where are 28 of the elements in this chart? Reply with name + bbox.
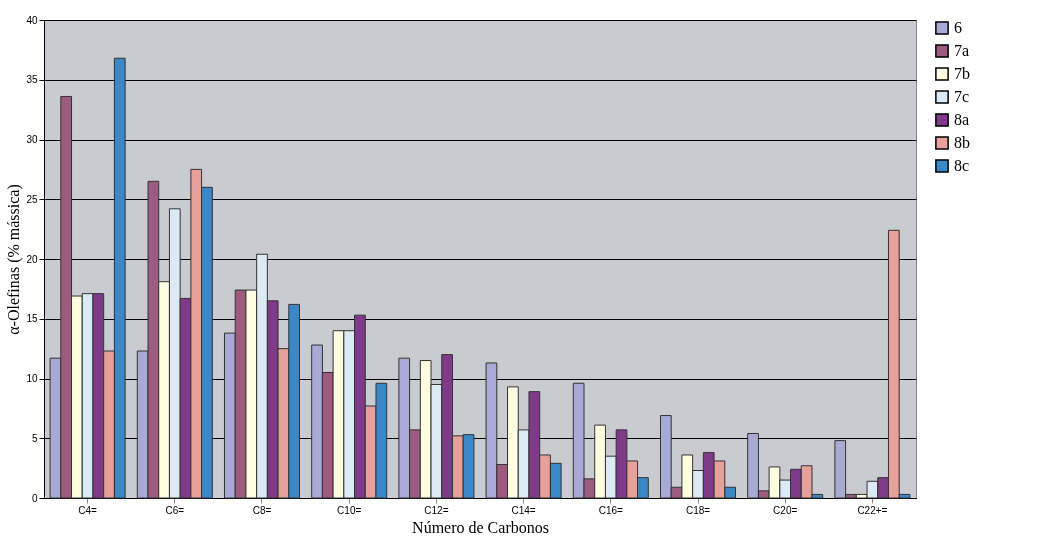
y-axis-title: α-Olefinas (% mássica) <box>5 184 24 335</box>
x-tick-label: C4= <box>78 504 98 516</box>
legend-label: 8c <box>954 157 970 174</box>
x-tick-label: C6= <box>165 504 185 516</box>
y-tick-label: 30 <box>26 134 38 145</box>
x-axis-title: Número de Carbonos <box>412 518 549 536</box>
legend-label: 8a <box>954 111 970 128</box>
x-tick-label: C10= <box>337 504 362 516</box>
y-tick-label: 10 <box>26 373 38 384</box>
x-tick-label: C12= <box>424 504 449 516</box>
y-tick-label: 35 <box>26 74 38 86</box>
y-tick-label: 0 <box>31 492 38 504</box>
x-tick-label: C22+= <box>857 504 888 516</box>
x-tick-label: C8= <box>252 504 272 516</box>
y-tick-label: 15 <box>26 313 38 325</box>
x-tick-label: C16= <box>598 504 624 516</box>
x-tick-label: C14= <box>511 504 536 516</box>
legend-label: 7b <box>954 65 970 82</box>
x-tick-label: C20= <box>773 504 798 516</box>
legend-label: 8b <box>954 134 970 151</box>
y-tick-label: 20 <box>26 253 38 265</box>
legend-label: 7c <box>954 88 970 105</box>
x-tick-label: C18= <box>685 504 711 516</box>
legend-label: 6 <box>954 19 962 36</box>
y-tick-label: 5 <box>31 432 38 444</box>
legend-label: 7a <box>954 42 970 59</box>
y-tick-label: 40 <box>26 14 38 26</box>
y-tick-label: 25 <box>26 193 38 205</box>
